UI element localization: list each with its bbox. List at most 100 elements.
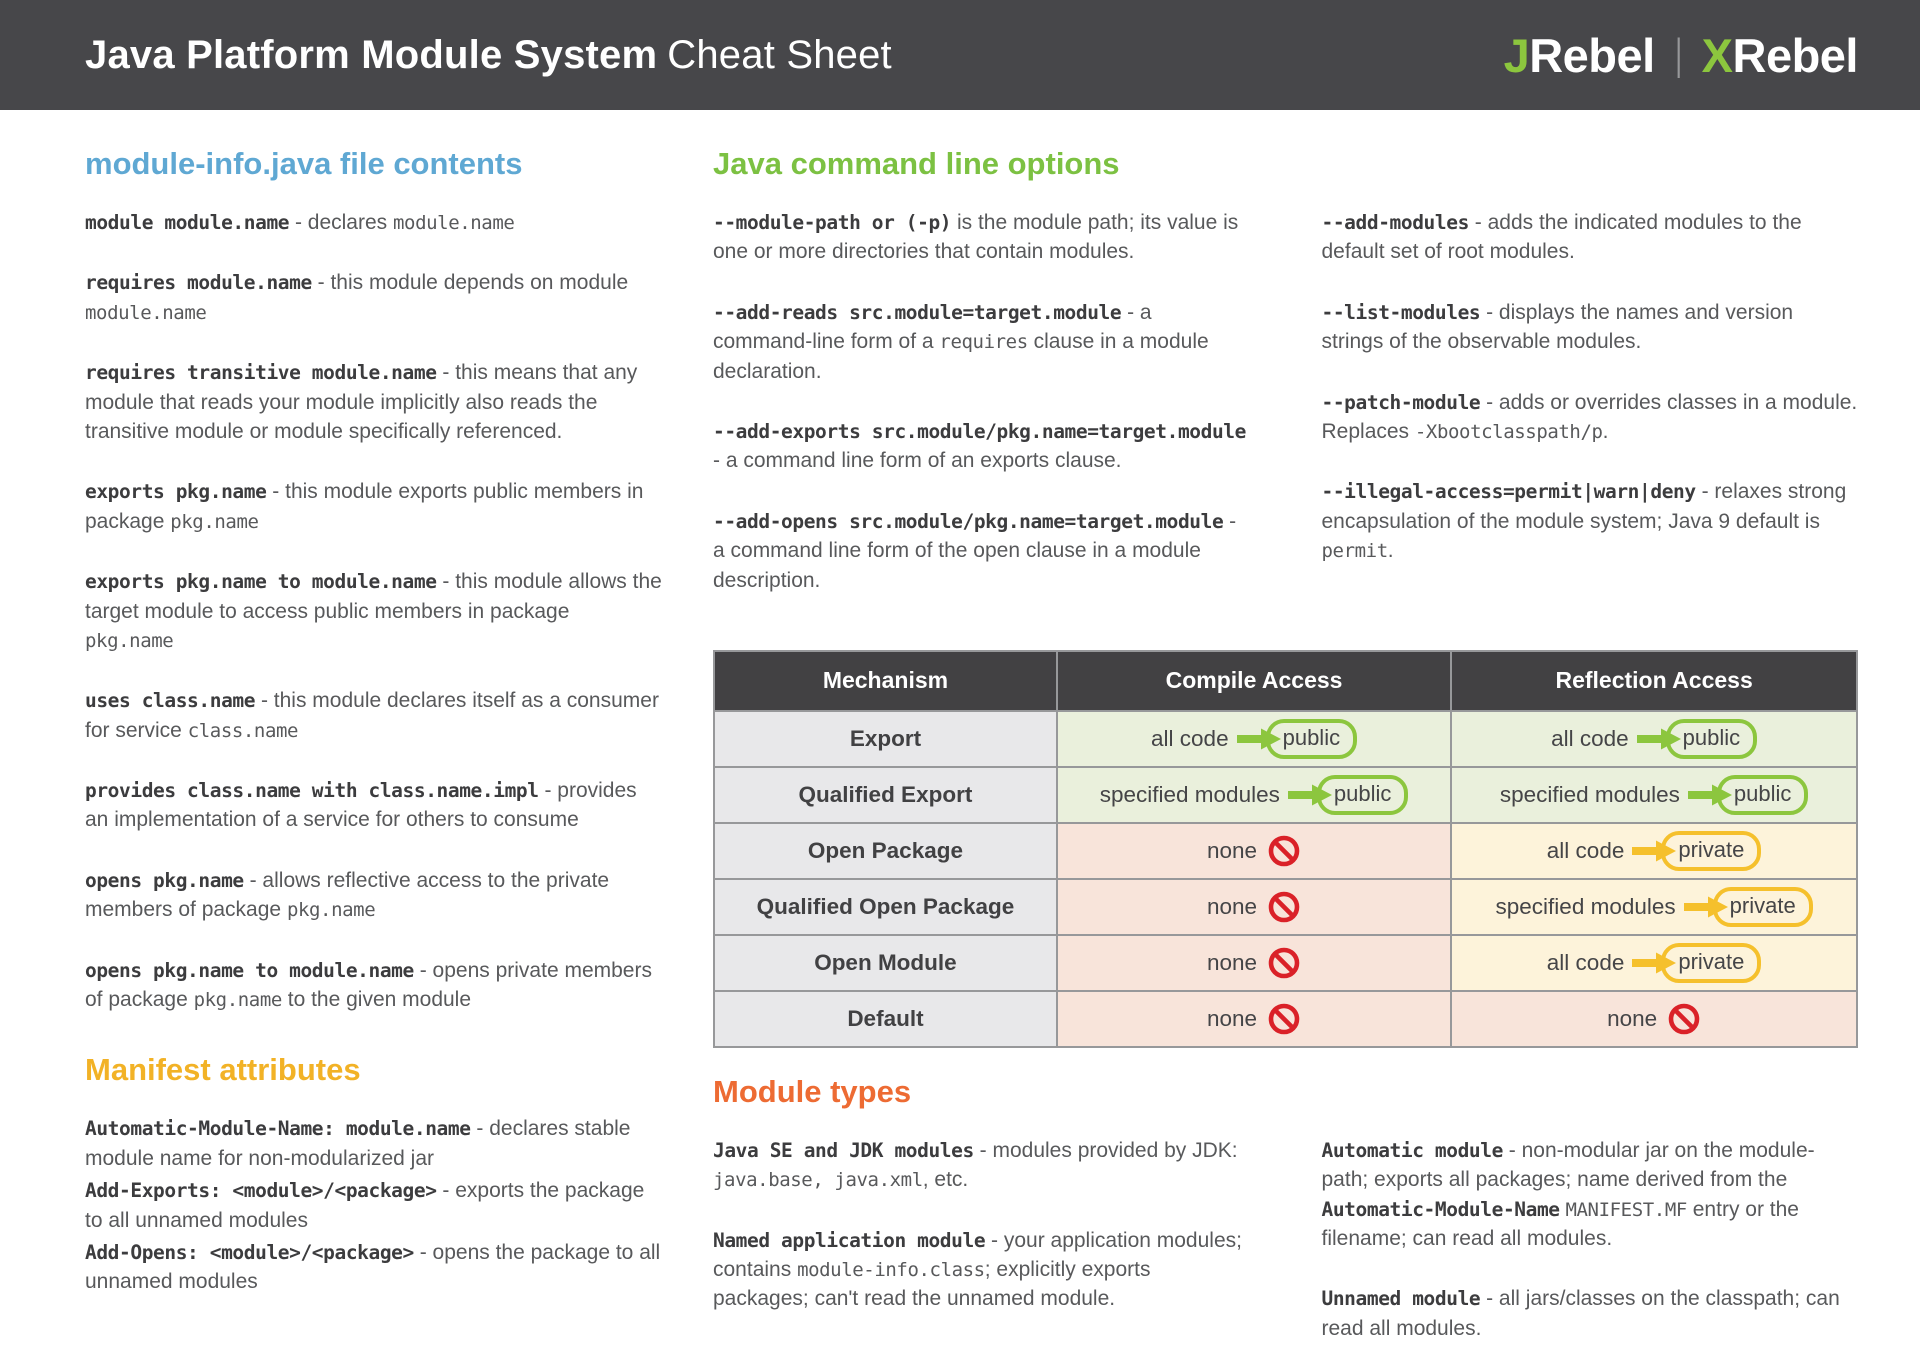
- definition-text: - this module depends on module: [311, 271, 629, 295]
- definition-text: - opens private members of package: [85, 958, 652, 1012]
- xrebel-logo-rebel: Rebel: [1732, 28, 1859, 82]
- code-term: opens pkg.name to module.name: [85, 958, 414, 982]
- definition-item: Automatic-Module-Name: module.name - dec…: [85, 1114, 663, 1173]
- logo-divider: |: [1674, 30, 1682, 79]
- definition-item: --add-exports src.module/pkg.name=target…: [713, 417, 1250, 476]
- mechanism-cell: Qualified Export: [713, 765, 1058, 824]
- mechanism-cell: Qualified Open Package: [713, 877, 1058, 936]
- access-cell: all code public: [1055, 709, 1453, 768]
- definition-text: - declares: [289, 211, 393, 234]
- code-term: --add-opens src.module/pkg.name=target.m…: [713, 509, 1224, 533]
- definition-text: - a command-line form of a: [713, 300, 1152, 354]
- command-line-column: Java command line options --module-path …: [713, 116, 1858, 1358]
- none-label: none: [1207, 949, 1258, 975]
- arrow-right-icon: [1683, 896, 1728, 918]
- inline-code: module.name: [85, 301, 207, 324]
- module-types-col-2: Automatic module - non-modular jar on th…: [1322, 1136, 1859, 1358]
- inline-code: permit: [1321, 540, 1389, 563]
- xrebel-logo-x: X: [1701, 28, 1733, 82]
- definition-text: is the module path; its value is one or …: [713, 211, 1239, 264]
- cmdline-columns: --module-path or (-p) is the module path…: [713, 208, 1858, 626]
- arrow-right-icon: [1636, 728, 1681, 750]
- access-cell: none: [1450, 989, 1858, 1048]
- arrow-right-icon: [1632, 952, 1677, 974]
- page-title: Java Platform Module System Cheat Sheet: [85, 33, 892, 78]
- code-term: Unnamed module: [1321, 1287, 1481, 1311]
- code-term: --add-reads src.module=target.module: [713, 300, 1122, 324]
- brand-logos: J Rebel | X Rebel: [1504, 28, 1859, 83]
- definition-text: - this means that any module that reads …: [85, 361, 638, 443]
- inline-code: -Xbootclasspath/p: [1414, 420, 1603, 443]
- access-cell: specified modules private: [1450, 877, 1858, 936]
- definition-item: exports pkg.name - this module exports p…: [85, 477, 663, 536]
- table-row-qualified-open-package: Qualified Open Package none specified mo…: [713, 877, 1858, 936]
- none-label: none: [1207, 893, 1258, 919]
- flow-source-label: all code: [1546, 949, 1625, 975]
- access-badge: private: [1661, 942, 1762, 983]
- code-term: --list-modules: [1321, 300, 1481, 324]
- definition-item: uses class.name - this module declares i…: [85, 686, 663, 745]
- definition-text: - this module declares itself as a consu…: [85, 689, 659, 742]
- inline-code: pkg.name: [85, 629, 174, 652]
- definition-text: - displays the names and version strings…: [1321, 300, 1794, 354]
- definition-text: - a command line form of an exports clau…: [713, 449, 1122, 473]
- access-cell: all code public: [1450, 709, 1858, 768]
- definition-text: to the given module: [281, 988, 472, 1012]
- code-term: Automatic-Module-Name: module.name: [85, 1117, 471, 1141]
- definition-text: - all jars/classes on the classpath; can…: [1321, 1287, 1840, 1340]
- inline-code: pkg.name: [170, 510, 259, 533]
- definition-text: - non-modular jar on the module-path; ex…: [1321, 1138, 1815, 1192]
- prohibited-icon: [1268, 891, 1300, 923]
- definition-item: Add-Exports: <module>/<package> - export…: [85, 1176, 663, 1235]
- page-title-bold: Java Platform Module System: [85, 32, 658, 77]
- definition-text: - modules provided by JDK:: [973, 1138, 1238, 1162]
- definition-text: .: [1387, 539, 1394, 563]
- code-term: module module.name: [85, 211, 290, 234]
- definition-item: --add-opens src.module/pkg.name=target.m…: [713, 507, 1250, 595]
- code-term: uses class.name: [85, 689, 256, 713]
- definition-text: - relaxes strong encapsulation of the mo…: [1321, 480, 1847, 533]
- col-header-mechanism: Mechanism: [713, 649, 1058, 712]
- definition-item: opens pkg.name - allows reflective acces…: [85, 866, 663, 925]
- definition-item: provides class.name with class.name.impl…: [85, 776, 663, 835]
- flow-source-label: all code: [1551, 725, 1629, 751]
- access-badge: public: [1716, 774, 1809, 815]
- code-term: --module-path or (-p): [713, 211, 952, 234]
- access-cell: all code private: [1450, 821, 1858, 880]
- page-title-light: Cheat Sheet: [667, 32, 892, 77]
- flow-source-label: all code: [1546, 837, 1625, 863]
- header-bar: Java Platform Module System Cheat Sheet J…: [0, 0, 1920, 110]
- definition-item: module module.name - declares module.nam…: [85, 208, 663, 237]
- definition-item: Java SE and JDK modules - modules provid…: [713, 1136, 1250, 1195]
- none-label: none: [1207, 837, 1258, 863]
- arrow-right-icon: [1236, 728, 1281, 750]
- arrow-right-icon: [1632, 840, 1677, 862]
- definition-item: Unnamed module - all jars/classes on the…: [1322, 1284, 1859, 1343]
- definition-item: Named application module - your applicat…: [713, 1226, 1250, 1314]
- module-info-column: module-info.java file contents module mo…: [85, 116, 663, 1358]
- section-heading-manifest: Manifest attributes: [85, 1052, 361, 1088]
- cmdline-col-1: --module-path or (-p) is the module path…: [713, 208, 1250, 626]
- definition-text: - exports the package to all unnamed mod…: [85, 1179, 645, 1232]
- definition-text: .: [1602, 419, 1609, 443]
- definition-text: , etc.: [922, 1168, 969, 1192]
- access-cell: specified modules public: [1055, 765, 1453, 824]
- definition-text: ; explicitly exports packages; can't rea…: [713, 1258, 1151, 1311]
- definition-text: - this module exports public members in …: [85, 480, 644, 533]
- section-heading-cmdline: Java command line options: [713, 146, 1120, 181]
- section-heading-module-info: module-info.java file contents: [85, 146, 523, 181]
- inline-code: class.name: [187, 719, 299, 742]
- inline-code: pkg.name: [286, 899, 376, 922]
- code-term: Java SE and JDK modules: [713, 1138, 974, 1162]
- none-label: none: [1207, 1005, 1258, 1031]
- definition-text: - adds or overrides classes in a module.…: [1321, 390, 1858, 443]
- definition-item: Add-Opens: <module>/<package> - opens th…: [85, 1238, 663, 1297]
- definition-text: - your application modules; contains: [713, 1228, 1242, 1282]
- definition-text: - adds the indicated modules to the defa…: [1321, 211, 1802, 264]
- code-term: exports pkg.name to module.name: [85, 570, 437, 594]
- code-term: opens pkg.name: [85, 868, 244, 892]
- code-term: Automatic module: [1321, 1138, 1504, 1162]
- flow-source-label: all code: [1151, 725, 1229, 751]
- code-term: --add-exports src.module/pkg.name=target…: [713, 419, 1246, 443]
